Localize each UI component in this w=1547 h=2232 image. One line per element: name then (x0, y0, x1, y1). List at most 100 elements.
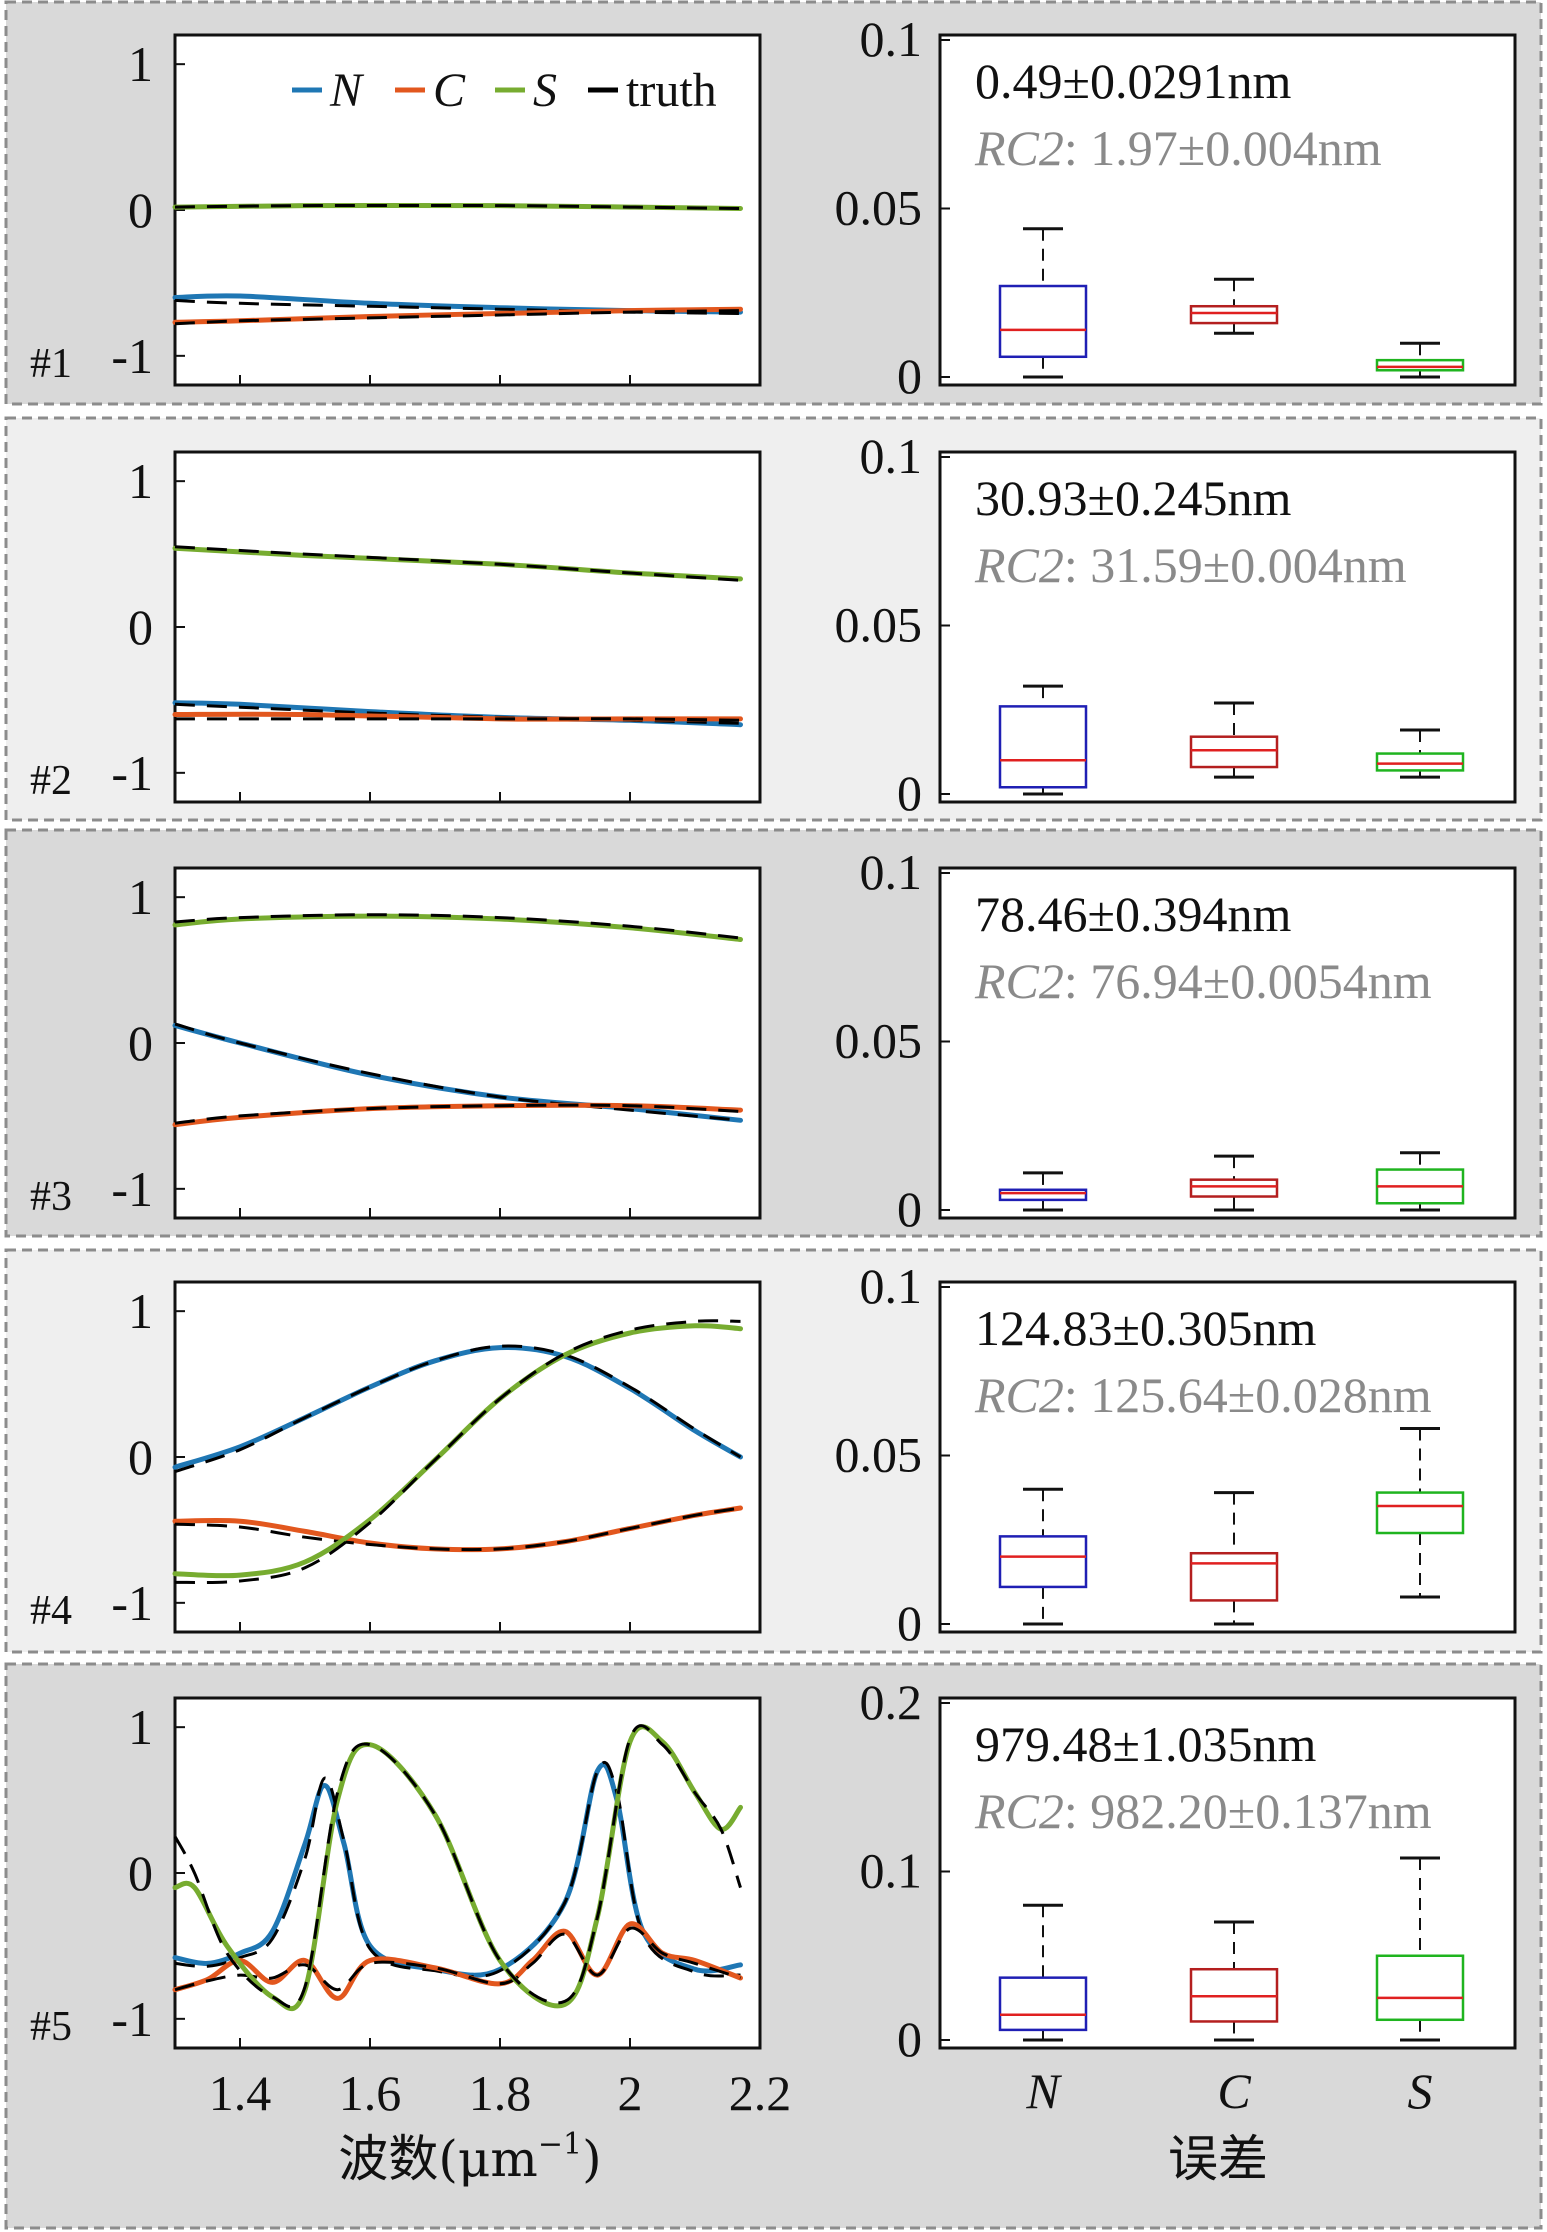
series-S-line (172, 1724, 743, 2012)
x-tick-label: 1.8 (469, 2065, 532, 2121)
line-plot-4: 1 0 -1 #4 (30, 1280, 762, 1634)
x-tick-label: 2 (618, 2065, 643, 2121)
box-S (1375, 1954, 1465, 2022)
y-tick-label: -1 (111, 745, 153, 801)
panel-tag: #5 (30, 2004, 72, 2050)
y-tick-label: 0.05 (835, 597, 923, 653)
line-plot-3: 1 0 -1 #3 (30, 866, 762, 1220)
y-tick-label: 0 (128, 1015, 153, 1071)
y-tick-label: -1 (111, 1991, 153, 2047)
y-tick-label: 0.05 (835, 1427, 923, 1483)
box-plot-4: 0.1 0.05 0 124.83±0.305nm RC2: 125.64±0.028n… (835, 1258, 1517, 1651)
plot-area (938, 1696, 1517, 2050)
legend-label-truth: truth (626, 64, 717, 117)
panel-tag: #3 (30, 1174, 72, 1220)
axis-labels: 波数(μm−1) 误差 (338, 2127, 1268, 2188)
y-tick-label: 0.05 (835, 1013, 923, 1069)
y-tick-label: 0.1 (860, 428, 923, 484)
box-N (998, 1188, 1088, 1202)
plot-area (173, 450, 762, 804)
stat-text: 0.49±0.0291nm (975, 53, 1291, 109)
box-N (998, 705, 1088, 789)
y-tick-label: -1 (111, 1161, 153, 1217)
x-tick-label: S (1408, 2063, 1433, 2119)
box-C (1189, 1551, 1279, 1602)
truth-N-line (174, 1344, 742, 1474)
plot-area (173, 1280, 762, 1634)
x-tick-label: N (1025, 2063, 1062, 2119)
box-S (1375, 1491, 1465, 1535)
rc2-stat-text: RC2: 982.20±0.137nm (974, 1783, 1432, 1839)
y-tick-label: 0 (128, 1845, 153, 1901)
box-C (1189, 304, 1279, 325)
rc2-stat-text: RC2: 31.59±0.004nm (974, 537, 1407, 593)
plot-area (173, 1696, 762, 2050)
stat-text: 979.48±1.035nm (975, 1716, 1316, 1772)
truth-C-line (174, 309, 741, 326)
y-tick-label: 0 (897, 1595, 922, 1651)
y-tick-label: 0.1 (860, 11, 923, 67)
legend-label-N: N (329, 64, 365, 117)
line-plot-2: 1 0 -1 #2 (30, 450, 762, 804)
box-plot-2: 0.1 0.05 0 30.93±0.245nm RC2: 31.59±0.004nm (835, 428, 1517, 821)
y-tick-label: 1 (128, 869, 153, 925)
truth-C-line (174, 1103, 741, 1125)
rc2-stat-text: RC2: 1.97±0.004nm (974, 120, 1382, 176)
box-S (1375, 752, 1465, 772)
y-tick-label: 1 (128, 453, 153, 509)
y-tick-label: 1 (128, 36, 153, 92)
y-tick-label: 0.1 (860, 1258, 923, 1314)
x-tick-label: C (1217, 2063, 1251, 2119)
box-N (998, 284, 1088, 359)
legend-label-S: S (533, 64, 557, 117)
y-tick-label: 0 (128, 1429, 153, 1485)
box-plot-1: 0.1 0.05 0 0.49±0.0291nm RC2: 1.97±0.004nm (835, 11, 1517, 404)
y-tick-label: 1 (128, 1283, 153, 1339)
box-N (998, 1976, 1088, 2032)
box-plot-5: 0.2 0.1 0 N C S 979.48±1.035nm RC2: 982.20±0.13… (860, 1674, 1517, 2119)
box-N (998, 1535, 1088, 1589)
y-tick-label: 0.1 (860, 1843, 923, 1899)
stat-text: 124.83±0.305nm (975, 1300, 1316, 1356)
stat-text: 30.93±0.245nm (975, 470, 1291, 526)
y-tick-label: 0 (897, 2011, 922, 2067)
truth-C-line (174, 1926, 741, 1992)
y-tick-label: -1 (111, 1575, 153, 1631)
box-C (1189, 1178, 1279, 1198)
legend-label-C: C (433, 64, 466, 117)
panel-tag: #1 (30, 341, 72, 387)
box-S (1375, 358, 1465, 372)
rc2-stat-text: RC2: 125.64±0.028nm (974, 1367, 1432, 1423)
y-tick-label: 0 (897, 765, 922, 821)
y-tick-label: 1 (128, 1699, 153, 1755)
box-x-axis-label: 误差 (1168, 2130, 1268, 2188)
y-tick-label: 0.2 (860, 1674, 923, 1730)
rc2-stat-text: RC2: 76.94±0.0054nm (974, 953, 1432, 1009)
truth-C-line (174, 1506, 741, 1552)
line-plot-5: 1 0 -1 1.4 1.6 1.8 2 2.2 #5 (30, 1696, 792, 2121)
box-C (1189, 735, 1279, 769)
stat-text: 78.46±0.394nm (975, 886, 1291, 942)
x-axis-label: 波数(μm−1) (338, 2127, 601, 2188)
truth-S-line (174, 545, 741, 582)
plot-area (173, 866, 762, 1220)
y-tick-label: -1 (111, 328, 153, 384)
truth-C-line (175, 717, 741, 722)
truth-N-line (174, 1761, 741, 1979)
truth-S-line (174, 913, 741, 940)
panel-tag: #4 (30, 1588, 72, 1634)
y-tick-label: 0.05 (835, 180, 923, 236)
y-tick-label: 0.1 (860, 844, 923, 900)
plot-area (938, 33, 1517, 387)
y-tick-label: 0 (897, 348, 922, 404)
truth-S-line (173, 1724, 742, 2009)
y-tick-label: 0 (128, 182, 153, 238)
x-tick-label: 2.2 (729, 2065, 792, 2121)
box-plot-3: 0.1 0.05 0 78.46±0.394nm RC2: 76.94±0.0054nm (835, 844, 1517, 1237)
truth-S-line (174, 1319, 741, 1585)
x-tick-label: 1.6 (339, 2065, 402, 2121)
